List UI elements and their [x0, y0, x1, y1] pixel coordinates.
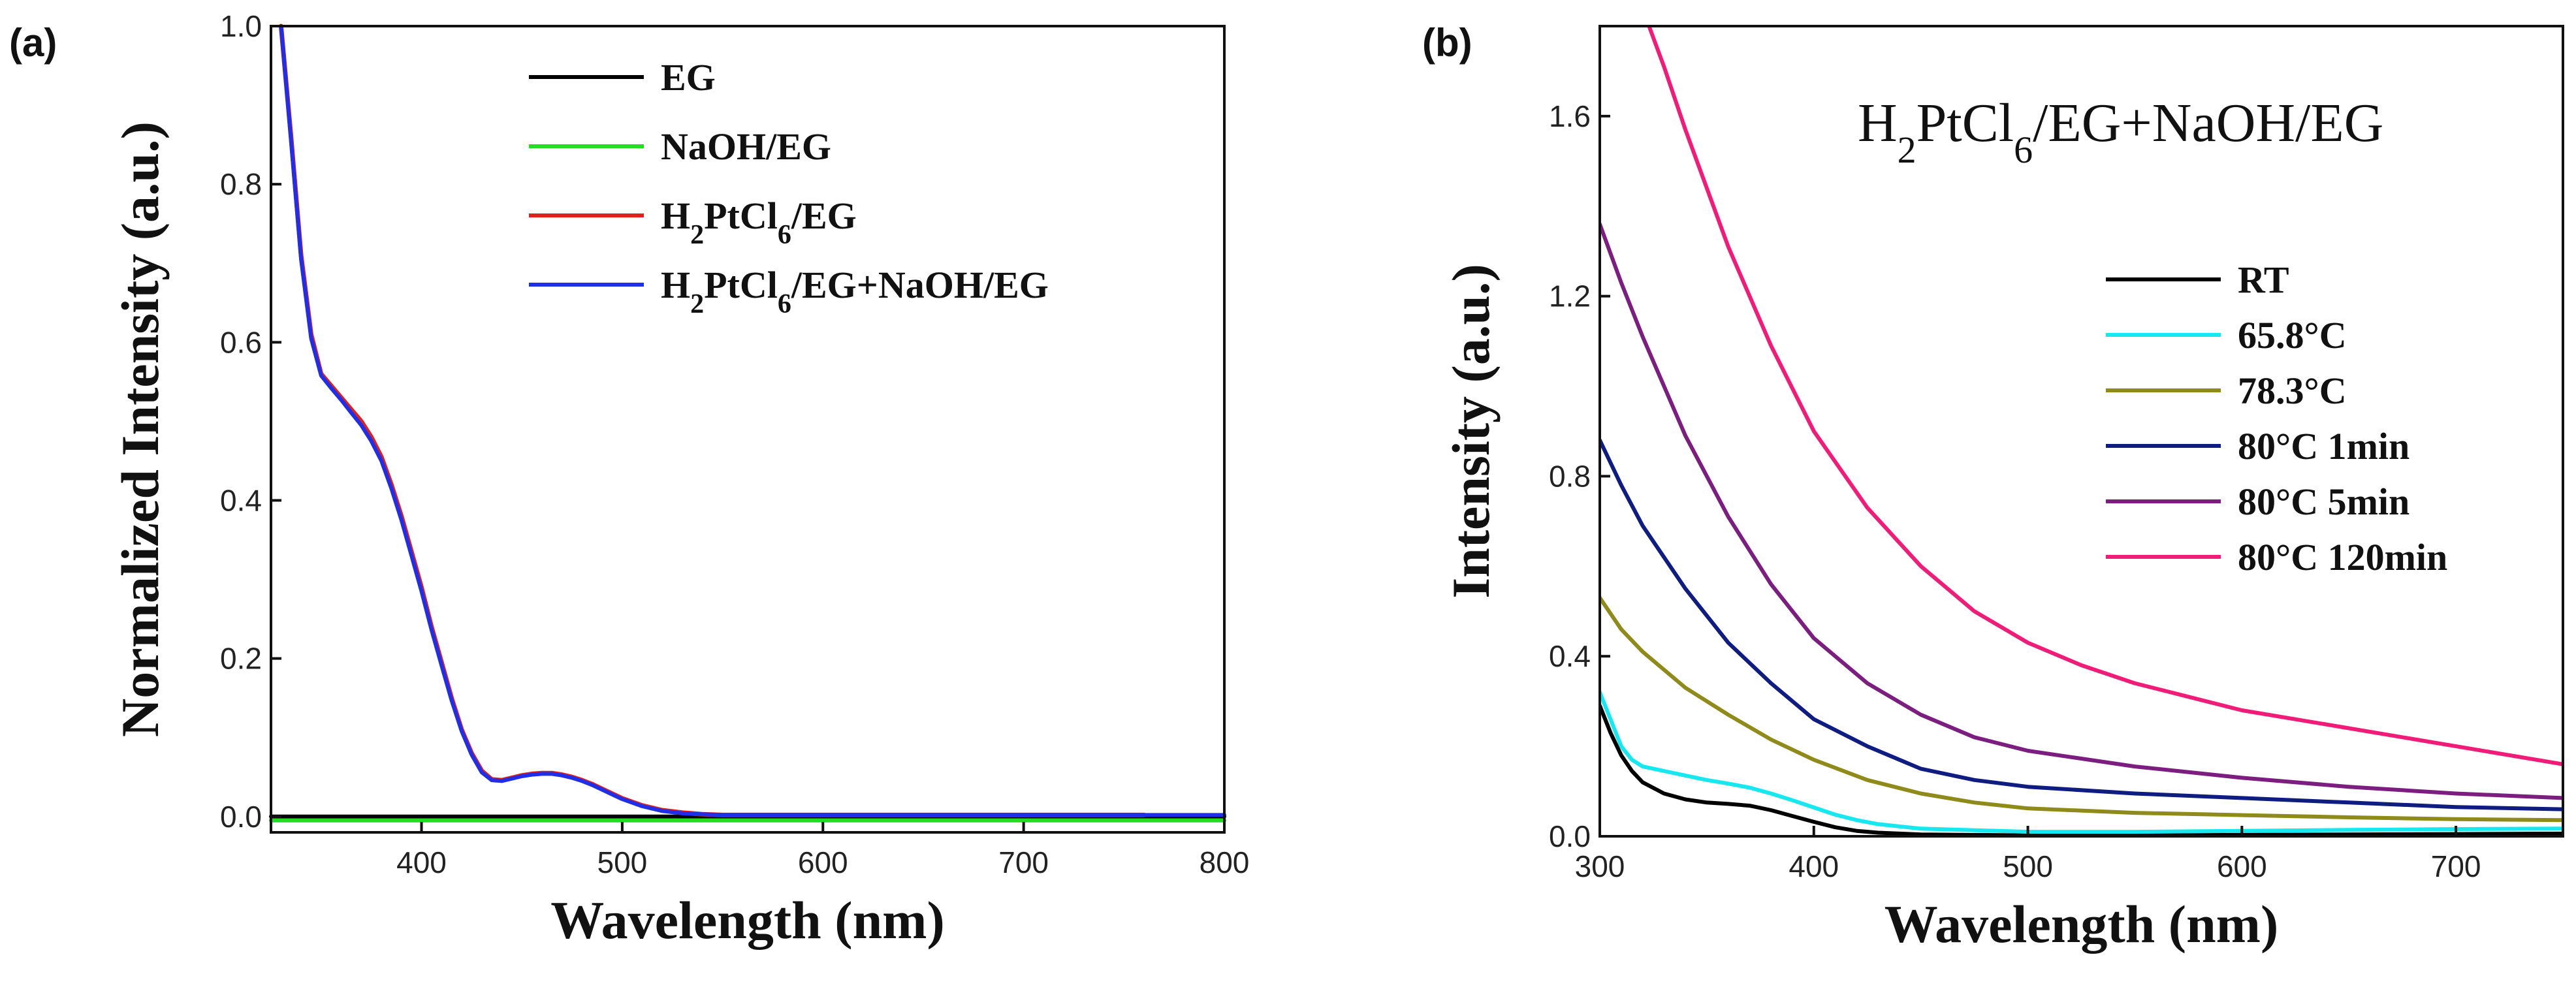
x-tick-label: 400: [396, 845, 447, 879]
legend-label: 65.8°C: [2238, 314, 2347, 356]
y-tick-label: 0.8: [1549, 459, 1591, 493]
panel-b-chart: (b) 300 400 500 600 700 0.0 0.4 0.8 1.2 1.6 Wavel…: [1422, 21, 2564, 954]
panel-a-legend: EG NaOH/EG H2PtCl6/EG H2PtCl6/EG+NaOH/EG: [529, 56, 1049, 319]
series-line-4: [1600, 222, 2563, 800]
y-tick-label: 0.2: [220, 642, 262, 676]
y-tick-label: 0.0: [220, 800, 262, 834]
legend-label: NaOH/EG: [661, 125, 831, 168]
x-tick-label: 300: [1575, 849, 1625, 883]
y-tick-label: 0.8: [220, 167, 262, 201]
panel-b-label: (b): [1422, 21, 1472, 65]
panel-a-plot-frame: [270, 25, 1226, 834]
legend-label: H2PtCl6/EG: [661, 195, 857, 250]
panel-a-label: (a): [9, 21, 57, 65]
legend-label: H2PtCl6/EG+NaOH/EG: [661, 264, 1049, 319]
panel-b-annotation: H2PtCl6/EG+NaOH/EG: [1858, 93, 2383, 171]
panel-a-x-axis-title: Wavelength (nm): [550, 890, 945, 950]
series-line-3: [279, 24, 1226, 817]
legend-label: 80°C 5min: [2238, 480, 2409, 523]
y-tick-label: 1.2: [1549, 279, 1591, 313]
x-tick-label: 800: [1200, 845, 1250, 879]
x-tick-label: 600: [2217, 849, 2267, 883]
y-tick-label: 0.4: [220, 483, 262, 517]
series-line-1: [1600, 690, 2563, 834]
legend-label: RT: [2238, 259, 2289, 301]
x-tick-label: 500: [2003, 849, 2053, 883]
series-line-3: [1600, 438, 2563, 811]
y-tick-label: 1.6: [1549, 99, 1591, 133]
panel-a-y-axis-title: Normalized Intensity (a.u.): [110, 121, 170, 737]
legend-label: 80°C 1min: [2238, 425, 2409, 467]
x-tick-label: 700: [2431, 849, 2481, 883]
legend-label: EG: [661, 56, 716, 99]
y-tick-label: 0.6: [220, 325, 262, 359]
x-tick-label: 700: [998, 845, 1049, 879]
series-line-2: [1600, 595, 2563, 823]
panel-b-legend: RT 65.8°C 78.3°C 80°C 1min 80°C 5min 80°C 120…: [2106, 259, 2447, 578]
legend-label: 80°C 120min: [2238, 536, 2447, 578]
panel-b-plot-frame: [1598, 25, 2564, 838]
y-tick-label: 0.4: [1549, 639, 1591, 673]
panel-b-series: [1600, 26, 2563, 836]
x-tick-label: 500: [597, 845, 648, 879]
panel-b-x-axis-title: Wavelength (nm): [1884, 894, 2279, 954]
panel-b-y-axis-title: Intensity (a.u.): [1441, 264, 1501, 599]
series-line-5: [1647, 26, 2563, 766]
x-tick-label: 600: [798, 845, 848, 879]
x-tick-label: 400: [1789, 849, 1839, 883]
y-tick-label: 1.0: [220, 9, 262, 43]
panel-a-ticks: 400 500 600 700 800 0.0 0.2 0.4 0.6 0.8 1.0: [220, 9, 1249, 879]
y-tick-label: 0.0: [1549, 819, 1591, 853]
panel-a-chart: (a) 400 500 600 700 800 0.0 0.2 0.4 0.6 0.8 1.0 Wa…: [9, 9, 1249, 950]
legend-label: 78.3°C: [2238, 370, 2347, 412]
panel-b-ticks: 300 400 500 600 700 0.0 0.4 0.8 1.2 1.6: [1549, 99, 2481, 883]
panel-a-series: [269, 24, 1226, 823]
